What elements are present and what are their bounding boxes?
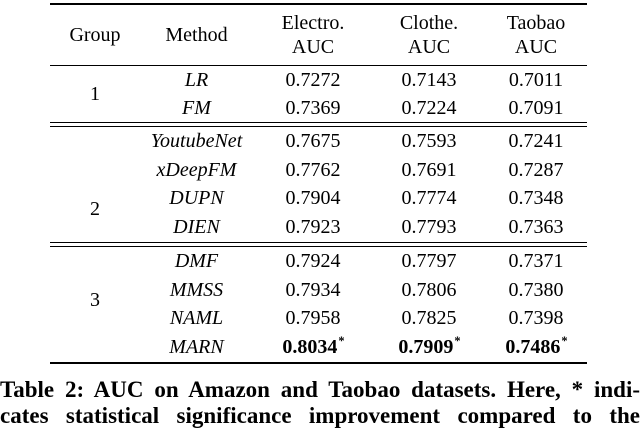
value-cell: 0.7958 bbox=[285, 307, 341, 330]
best-value: 0.7486 bbox=[505, 336, 561, 359]
value-cell: 0.7091 bbox=[508, 96, 564, 119]
header-line: Electro. bbox=[281, 12, 345, 34]
method-cell: YoutubeNet bbox=[150, 129, 243, 152]
method-cell: DUPN bbox=[169, 187, 224, 210]
caption-line-1: Table 2: AUC on Amazon and Taobao datase… bbox=[0, 377, 640, 402]
header-line: Group bbox=[69, 24, 121, 46]
value-cell: 0.7363 bbox=[508, 216, 564, 239]
value-cell-best: 0.7909 * bbox=[398, 333, 461, 359]
method-cell: MARN bbox=[169, 336, 224, 359]
method-cell: DIEN bbox=[173, 216, 220, 239]
value-cell: 0.7287 bbox=[508, 158, 564, 181]
value-cell: 0.7011 bbox=[508, 68, 564, 91]
method-cell: xDeepFM bbox=[156, 158, 237, 181]
header-line: Method bbox=[165, 24, 228, 46]
column-header-group: Group bbox=[50, 5, 140, 65]
method-cell: FM bbox=[182, 96, 211, 119]
group-label: 3 bbox=[90, 289, 100, 311]
value-cell: 0.7241 bbox=[508, 129, 564, 152]
method-cell: NAML bbox=[169, 307, 224, 330]
header-line: AUC bbox=[291, 36, 335, 58]
value-cell: 0.7348 bbox=[508, 187, 564, 210]
value-cell: 0.7143 bbox=[401, 68, 457, 91]
value-cell: 0.7806 bbox=[401, 278, 457, 301]
value-cell: 0.7797 bbox=[401, 249, 457, 272]
value-cell: 0.7923 bbox=[285, 216, 341, 239]
value-cell: 0.7398 bbox=[508, 307, 564, 330]
value-cell: 0.7593 bbox=[401, 129, 457, 152]
column-header-clothe-auc: Clothe. AUC bbox=[373, 5, 485, 65]
table-rule-header bbox=[50, 65, 587, 66]
table-group-1: 1 LR 0.7272 0.7143 0.7011 FM 0.7369 0.72… bbox=[50, 66, 587, 122]
column-header-electro-auc: Electro. AUC bbox=[253, 5, 373, 65]
value-cell: 0.7369 bbox=[285, 96, 341, 119]
best-value: 0.8034 bbox=[282, 336, 338, 359]
value-cell: 0.7272 bbox=[285, 68, 341, 91]
group-label: 2 bbox=[90, 198, 100, 220]
value-cell-best: 0.8034 * bbox=[282, 333, 345, 359]
group-label: 1 bbox=[90, 82, 100, 105]
table-rule-bottom bbox=[50, 362, 587, 364]
table-rule-double-2 bbox=[50, 242, 587, 247]
method-cell: LR bbox=[184, 68, 209, 91]
value-cell: 0.7691 bbox=[401, 158, 457, 181]
header-line: Taobao bbox=[506, 12, 566, 34]
value-cell: 0.7371 bbox=[508, 249, 564, 272]
value-cell: 0.7793 bbox=[401, 216, 457, 239]
value-cell: 0.7924 bbox=[285, 249, 341, 272]
value-cell: 0.7825 bbox=[401, 307, 457, 330]
table-rule-top bbox=[50, 3, 587, 5]
best-value: 0.7909 bbox=[398, 336, 454, 359]
value-cell: 0.7675 bbox=[285, 129, 341, 152]
value-cell: 0.7224 bbox=[401, 96, 457, 119]
value-cell: 0.7762 bbox=[285, 158, 341, 181]
results-table: Group Method Electro. AUC Clothe. AUC Ta… bbox=[50, 3, 587, 364]
header-line: Clothe. bbox=[399, 12, 459, 34]
table-caption: Table 2: AUC on Amazon and Taobao datase… bbox=[0, 377, 640, 429]
value-cell: 0.7934 bbox=[285, 278, 341, 301]
table-group-3: 3 DMF 0.7924 0.7797 0.7371 MMSS 0.7934 0… bbox=[50, 247, 587, 362]
table-rule-double-1 bbox=[50, 122, 587, 127]
column-header-method: Method bbox=[140, 5, 253, 65]
table-header-row: Group Method Electro. AUC Clothe. AUC Ta… bbox=[50, 5, 587, 65]
column-header-taobao-auc: Taobao AUC bbox=[485, 5, 587, 65]
header-line: AUC bbox=[407, 36, 451, 58]
value-cell: 0.7380 bbox=[508, 278, 564, 301]
value-cell: 0.7774 bbox=[401, 187, 457, 210]
table-group-2: 2 YoutubeNet 0.7675 0.7593 0.7241 xDeepF… bbox=[50, 127, 587, 242]
caption-line-2: cates statistical significance improveme… bbox=[0, 403, 640, 428]
method-cell: MMSS bbox=[169, 278, 224, 301]
value-cell: 0.7904 bbox=[285, 187, 341, 210]
value-cell-best: 0.7486 * bbox=[505, 333, 568, 359]
header-line: AUC bbox=[514, 36, 558, 58]
method-cell: DMF bbox=[174, 249, 219, 272]
